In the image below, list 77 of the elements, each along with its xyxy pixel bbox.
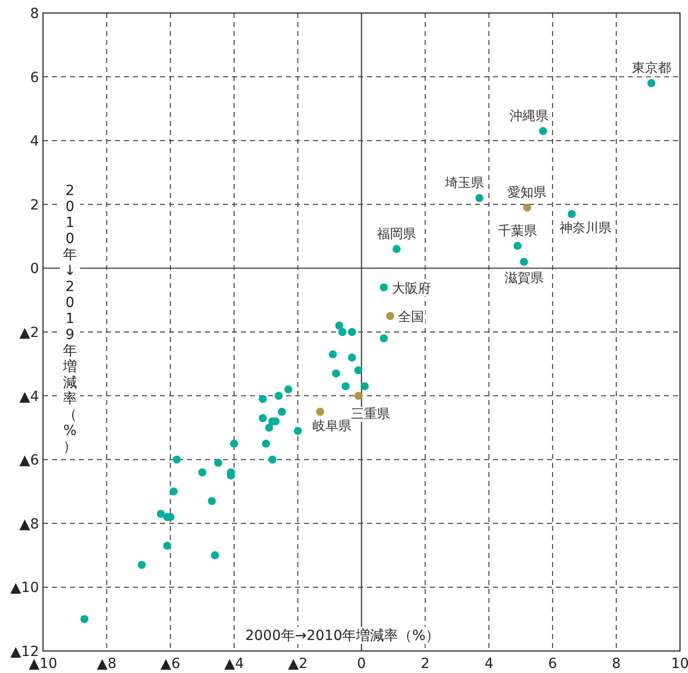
annotation: 神奈川県 — [560, 220, 612, 236]
point — [647, 79, 656, 88]
annotation: 三重県 — [350, 406, 390, 422]
y-tick-label: ▲12 — [10, 644, 39, 660]
point — [354, 392, 362, 400]
point — [258, 394, 267, 403]
point — [210, 551, 219, 560]
y-tick-label: 2 — [30, 197, 39, 214]
point — [520, 258, 528, 266]
annotation: 千葉県 — [498, 224, 538, 239]
point — [523, 204, 532, 212]
point — [568, 210, 576, 218]
point — [258, 414, 267, 422]
annotation: 滋賀県 — [504, 270, 544, 286]
point — [380, 283, 388, 292]
point — [294, 426, 302, 435]
point — [514, 242, 522, 250]
point — [354, 366, 362, 374]
point — [208, 497, 216, 506]
point — [386, 312, 394, 320]
annotation: 岐阜県 — [312, 418, 352, 434]
point — [163, 542, 172, 550]
x-tick-label: 10 — [671, 656, 688, 672]
point — [172, 456, 181, 464]
annotation: 大阪府 — [392, 280, 431, 296]
point — [316, 408, 324, 416]
annotation: 埼玉県 — [444, 176, 484, 192]
point — [170, 488, 178, 496]
x-tick-label: ▲6 — [160, 656, 180, 672]
annotation: 愛知県 — [508, 186, 547, 201]
point — [332, 369, 340, 378]
x-axis-title: 2000年→2010年増減率（%） — [245, 627, 440, 644]
point — [156, 510, 165, 518]
x-tick-label: ▲8 — [96, 656, 117, 672]
point — [338, 328, 346, 336]
x-tick-label: ▲2 — [288, 656, 308, 672]
y-tick-label: 4 — [30, 134, 40, 150]
x-tick-label: ▲4 — [224, 656, 244, 672]
point — [138, 560, 146, 569]
point — [278, 408, 286, 416]
point — [360, 382, 369, 390]
annotation: 福岡県 — [377, 227, 416, 242]
point — [475, 194, 484, 202]
y-tick-label: 6 — [30, 70, 40, 86]
y-tick-label: 0 — [30, 261, 39, 278]
point — [214, 458, 222, 467]
x-tick-label: 4 — [484, 656, 494, 672]
y-tick-label: ▲10 — [10, 580, 39, 596]
point — [342, 382, 350, 390]
point — [348, 328, 356, 336]
text: 2010年↓2019年増減率（%） — [63, 183, 77, 455]
y-tick-label: ▲6 — [19, 452, 40, 469]
point — [328, 350, 337, 358]
y-tick-label: ▲2 — [19, 325, 39, 341]
annotation: 沖縄県 — [510, 109, 549, 124]
x-tick-label: 2 — [420, 656, 430, 672]
point — [80, 615, 88, 624]
point — [392, 245, 401, 254]
point — [265, 424, 274, 432]
y-tick-label: 8 — [30, 6, 39, 22]
point — [198, 468, 206, 476]
point — [268, 456, 276, 464]
x-tick-label: 0 — [357, 656, 366, 672]
annotation: 全国 — [398, 310, 424, 326]
y-tick-label: ▲8 — [19, 516, 39, 532]
point — [262, 440, 270, 448]
point — [274, 392, 283, 400]
point — [230, 440, 238, 448]
point — [284, 385, 292, 394]
annotation: 東京都 — [632, 61, 671, 76]
x-tick-label: 8 — [612, 656, 621, 672]
point — [335, 322, 344, 330]
point — [539, 127, 548, 136]
point — [380, 334, 388, 342]
point — [348, 354, 356, 362]
y-tick-label: ▲4 — [19, 388, 40, 405]
x-tick-label: 6 — [548, 656, 558, 672]
